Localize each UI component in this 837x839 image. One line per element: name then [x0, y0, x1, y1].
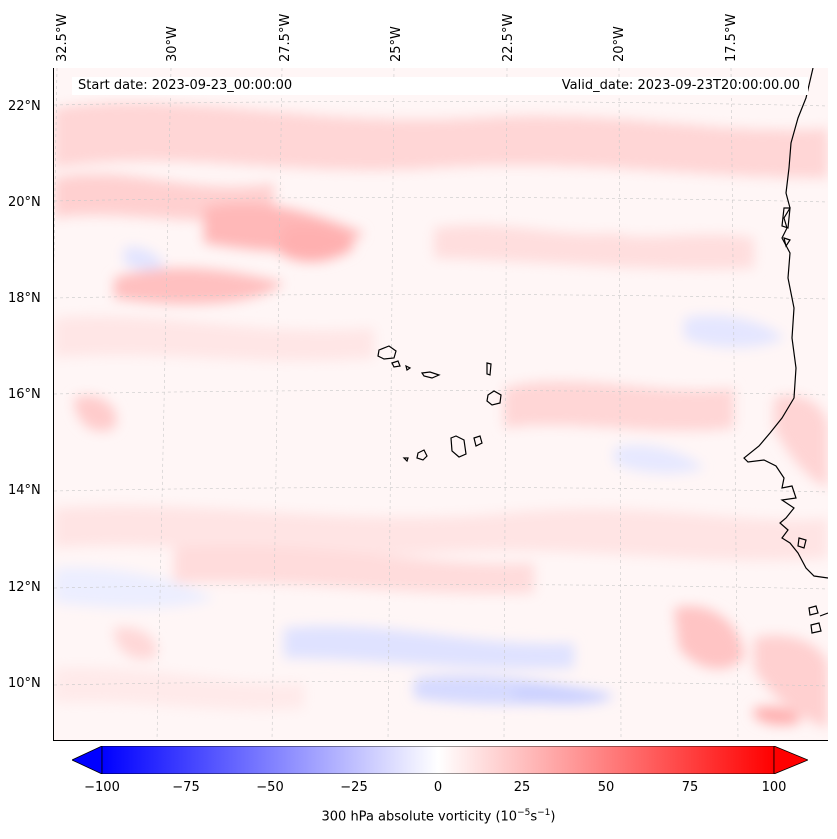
colorbar-max-arrow: [773, 746, 808, 774]
lon-label-20w: 20°W: [612, 26, 627, 62]
cape-verde-islands: [377, 345, 502, 463]
lat-label-12n: 12°N: [8, 580, 41, 595]
start-date-label: Start date: 2023-09-23_00:00:00: [78, 78, 293, 93]
colorbar-tick: −25: [340, 780, 368, 795]
colorbar-tick: −50: [256, 780, 284, 795]
colorbar-tick: 75: [681, 780, 699, 795]
colorbar-gradient: [101, 746, 775, 774]
colorbar-tick: 25: [513, 780, 531, 795]
lat-label-20n: 20°N: [8, 195, 41, 210]
colorbar-tick: −75: [172, 780, 200, 795]
valid-date-label: Valid_date: 2023-09-23T20:00:00.00: [561, 78, 800, 93]
colorbar-min-arrow: [72, 746, 103, 774]
lat-label-10n: 10°N: [8, 676, 41, 691]
lon-label-32-5w: 32.5°W: [55, 13, 70, 62]
lat-label-14n: 14°N: [8, 483, 41, 498]
info-box: Start date: 2023-09-23_00:00:00 Valid_da…: [72, 77, 808, 95]
colorbar-tick: 0: [433, 780, 443, 795]
vorticity-field: [54, 68, 828, 740]
map-panel: [53, 68, 828, 741]
lat-label-16n: 16°N: [8, 387, 41, 402]
lat-label-22n: 22°N: [8, 99, 41, 114]
colorbar-tick: −100: [84, 780, 120, 795]
vorticity-shading: [54, 102, 828, 728]
west-africa-coastline: [743, 68, 828, 634]
lat-label-18n: 18°N: [8, 291, 41, 306]
lon-label-27-5w: 27.5°W: [278, 13, 293, 62]
graticule: [54, 68, 828, 740]
lon-label-30w: 30°W: [165, 26, 180, 62]
colorbar: [72, 746, 808, 774]
colorbar-tick: 100: [761, 780, 787, 795]
colorbar-tick: 50: [597, 780, 615, 795]
lon-label-25w: 25°W: [389, 26, 404, 62]
lon-label-17-5w: 17.5°W: [724, 13, 739, 62]
colorbar-label: 300 hPa absolute vorticity (10−5s−1): [321, 808, 556, 825]
lon-label-22-5w: 22.5°W: [501, 13, 516, 62]
